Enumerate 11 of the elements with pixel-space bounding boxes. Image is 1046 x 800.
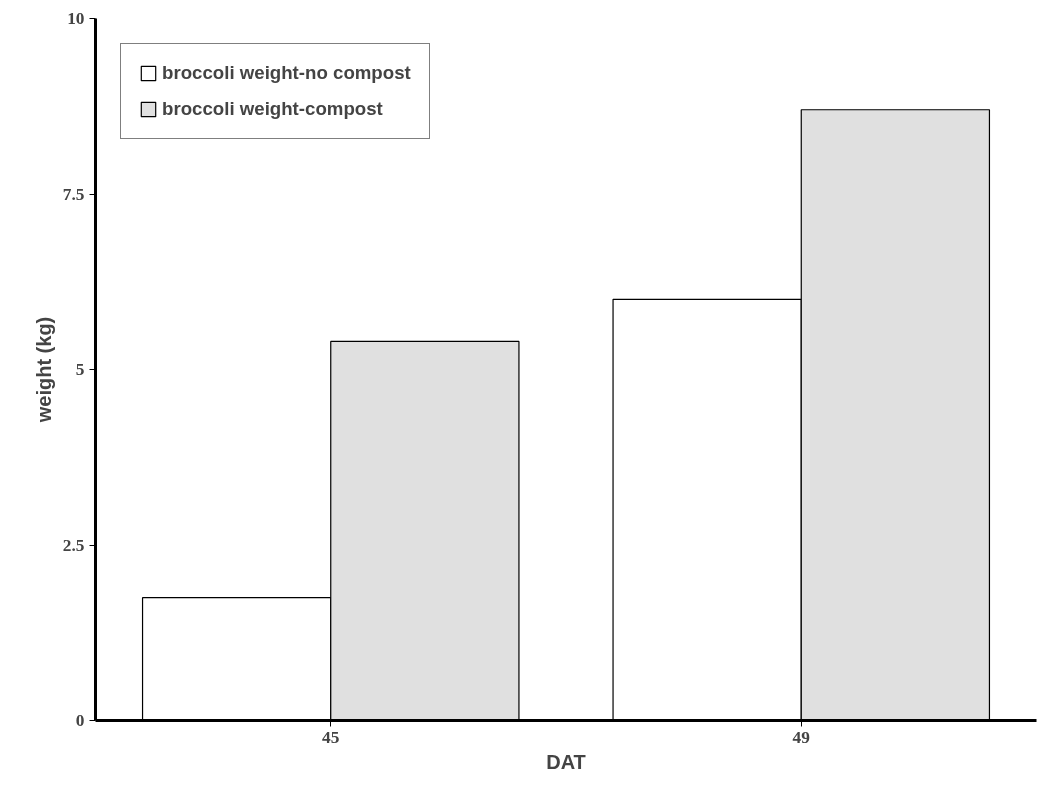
x-tick-label: 49 <box>792 727 811 747</box>
y-tick-label: 5 <box>75 360 85 379</box>
legend-label: broccoli weight-no compost <box>162 62 411 84</box>
y-axis-title: weight (kg) <box>32 316 55 424</box>
y-tick-label: 0 <box>75 711 85 730</box>
y-tick-label: 2.5 <box>62 535 85 555</box>
y-tick-label: 7.5 <box>62 184 85 204</box>
y-tick-label: 10 <box>67 9 85 28</box>
x-tick-label: 45 <box>322 727 340 747</box>
x-axis-title: DAT <box>546 750 586 773</box>
legend-label: broccoli weight-compost <box>162 98 383 120</box>
